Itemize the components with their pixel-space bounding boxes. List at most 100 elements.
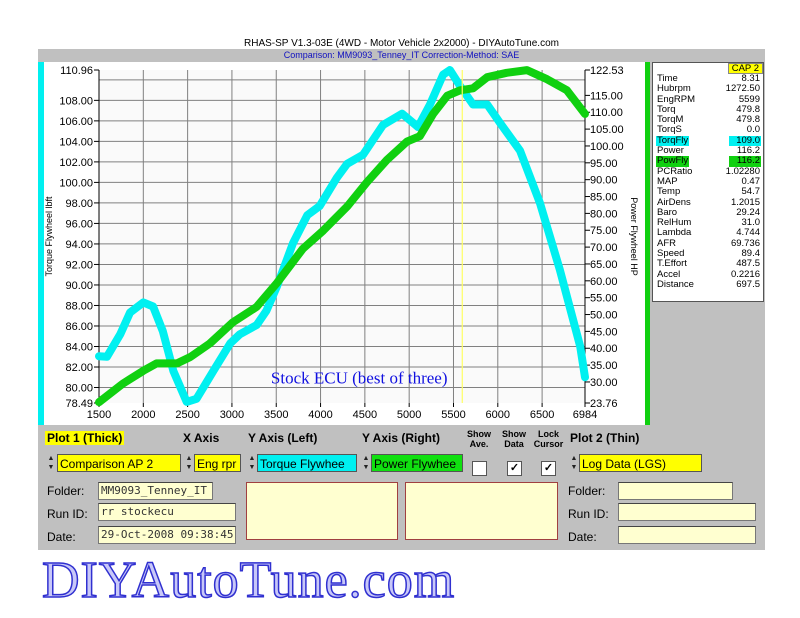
readout-value: 31.0 <box>741 217 761 229</box>
torque-point <box>129 312 131 314</box>
plot2-date-label: Date: <box>568 530 597 544</box>
plot2-folder-field[interactable] <box>618 482 733 500</box>
watermark-logo: DIYAutoTune.com <box>41 551 456 610</box>
y2-tick-label: 70.00 <box>590 242 618 254</box>
readout-label: Accel <box>657 268 681 280</box>
plot2-spinner[interactable]: ▲ ▼ <box>570 455 578 471</box>
readout-value: 54.7 <box>741 186 761 198</box>
torque-point <box>212 370 214 372</box>
plot2-runid-label: Run ID: <box>568 507 609 521</box>
power-point <box>142 370 144 372</box>
x-tick-label: 1500 <box>87 409 111 421</box>
power-point <box>122 383 124 385</box>
x-tick-label: 4500 <box>353 409 377 421</box>
y-tick-label: 78.49 <box>65 398 93 410</box>
power-point <box>276 282 278 284</box>
torque-point <box>106 356 108 358</box>
x-tick-label: 6500 <box>530 409 554 421</box>
x-axis-spinner[interactable]: ▲ ▼ <box>185 455 193 471</box>
plot2-runid-field[interactable] <box>618 503 756 521</box>
readout-value: 1272.50 <box>725 83 760 95</box>
readout-label: Speed <box>657 248 685 260</box>
torque-point <box>186 401 188 403</box>
torque-color-bar <box>38 62 44 425</box>
readout-row: MAP 0.47 <box>653 176 763 187</box>
readout-row: Accel 0.2216 <box>653 268 763 280</box>
readout-row: Lambda 4.744 <box>653 228 763 239</box>
y-right-select[interactable]: Power Flywhee <box>371 454 463 472</box>
torque-point <box>98 355 100 357</box>
lock-cursor-checkbox[interactable]: ✓ <box>541 461 556 476</box>
torque-point <box>584 376 586 378</box>
readout-value: 116.2 <box>736 145 760 157</box>
readout-row: PowFly 116.2 <box>653 155 763 167</box>
readout-value: 479.8 <box>736 103 760 115</box>
torque-point <box>265 310 267 312</box>
torque-point <box>162 330 164 332</box>
torque-point <box>319 205 321 207</box>
readout-label: PowFly <box>656 155 690 167</box>
dyno-chart[interactable]: 1500 2000 2500 3000 3500 4000 4500 5000 5500 6000… <box>44 62 645 425</box>
y2-tick-label: 105.00 <box>590 124 624 136</box>
readout-label: T.Effort <box>657 258 687 270</box>
readout-label: AFR <box>657 237 676 249</box>
power-point <box>386 159 388 161</box>
torque-point <box>519 150 521 152</box>
x-tick-label: 5000 <box>397 409 421 421</box>
y-tick-label: 104.00 <box>59 136 93 148</box>
readout-row: Temp 54.7 <box>653 186 763 198</box>
control-panel: Plot 1 (Thick) X Axis Y Axis (Left) Y Ax… <box>38 425 765 550</box>
readout-label: Hubrpm <box>657 83 691 95</box>
y-tick-label: 98.00 <box>65 198 93 210</box>
plot1-runid-field[interactable]: rr stockecu <box>98 503 236 521</box>
readout-value: 487.5 <box>736 258 760 270</box>
readout-value: 1.2015 <box>730 196 760 208</box>
x-tick-label: 6984 <box>573 409 597 421</box>
readout-label: TorqS <box>657 124 682 136</box>
y2-tick-label: 65.00 <box>590 259 618 271</box>
x-axis-select[interactable]: Eng rpr <box>194 454 241 472</box>
plot1-runid-label: Run ID: <box>47 507 88 521</box>
power-point <box>419 135 421 137</box>
plot1-select[interactable]: Comparison AP 2 <box>57 454 181 472</box>
plot2-date-field[interactable] <box>618 526 756 544</box>
power-point <box>98 401 100 403</box>
readout-row: Distance 697.5 <box>653 278 763 290</box>
power-point <box>446 95 448 97</box>
y2-tick-label: 30.00 <box>590 377 618 389</box>
power-point <box>486 76 488 78</box>
y2-tick-label: 95.00 <box>590 158 618 170</box>
readout-value: 697.5 <box>736 278 760 290</box>
y2-tick-label: 122.53 <box>590 65 624 77</box>
plot2-notes-area[interactable] <box>405 482 558 540</box>
plot1-spinner[interactable]: ▲ ▼ <box>47 455 55 471</box>
plot1-date-field[interactable]: 29-Oct-2008 09:38:45 <box>98 526 236 544</box>
plot2-select[interactable]: Log Data (LGS) <box>579 454 702 472</box>
torque-point <box>486 103 488 105</box>
torque-point <box>229 342 231 344</box>
torque-point <box>401 113 403 115</box>
y-left-spinner[interactable]: ▲ ▼ <box>248 455 256 471</box>
readout-label: RelHum <box>657 217 692 229</box>
plot2-label: Plot 2 (Thin) <box>570 431 640 445</box>
x-tick-label: 2000 <box>131 409 155 421</box>
y-tick-label: 96.00 <box>65 218 93 230</box>
torque-point <box>539 202 541 204</box>
power-point <box>459 89 461 91</box>
readout-value: 1.02280 <box>725 165 760 177</box>
y-left-select[interactable]: Torque Flywhee <box>257 454 357 472</box>
y2-tick-label: 60.00 <box>590 276 618 288</box>
y-tick-label: 92.00 <box>65 259 93 271</box>
show-data-checkbox[interactable]: ✓ <box>507 461 522 476</box>
torque-point <box>442 74 444 76</box>
plot1-folder-field[interactable]: MM9093_Tenney_IT <box>98 482 213 500</box>
plot1-notes-area[interactable] <box>246 482 398 540</box>
torque-point <box>239 333 241 335</box>
readout-label: Baro <box>657 206 678 218</box>
readout-label: Time <box>657 73 678 84</box>
y-tick-label: 82.00 <box>65 362 93 374</box>
readout-row: PCRatio 1.02280 <box>653 165 763 177</box>
y2-tick-label: 90.00 <box>590 175 618 187</box>
y-right-spinner[interactable]: ▲ ▼ <box>362 455 370 471</box>
show-ave-checkbox[interactable] <box>472 461 487 476</box>
